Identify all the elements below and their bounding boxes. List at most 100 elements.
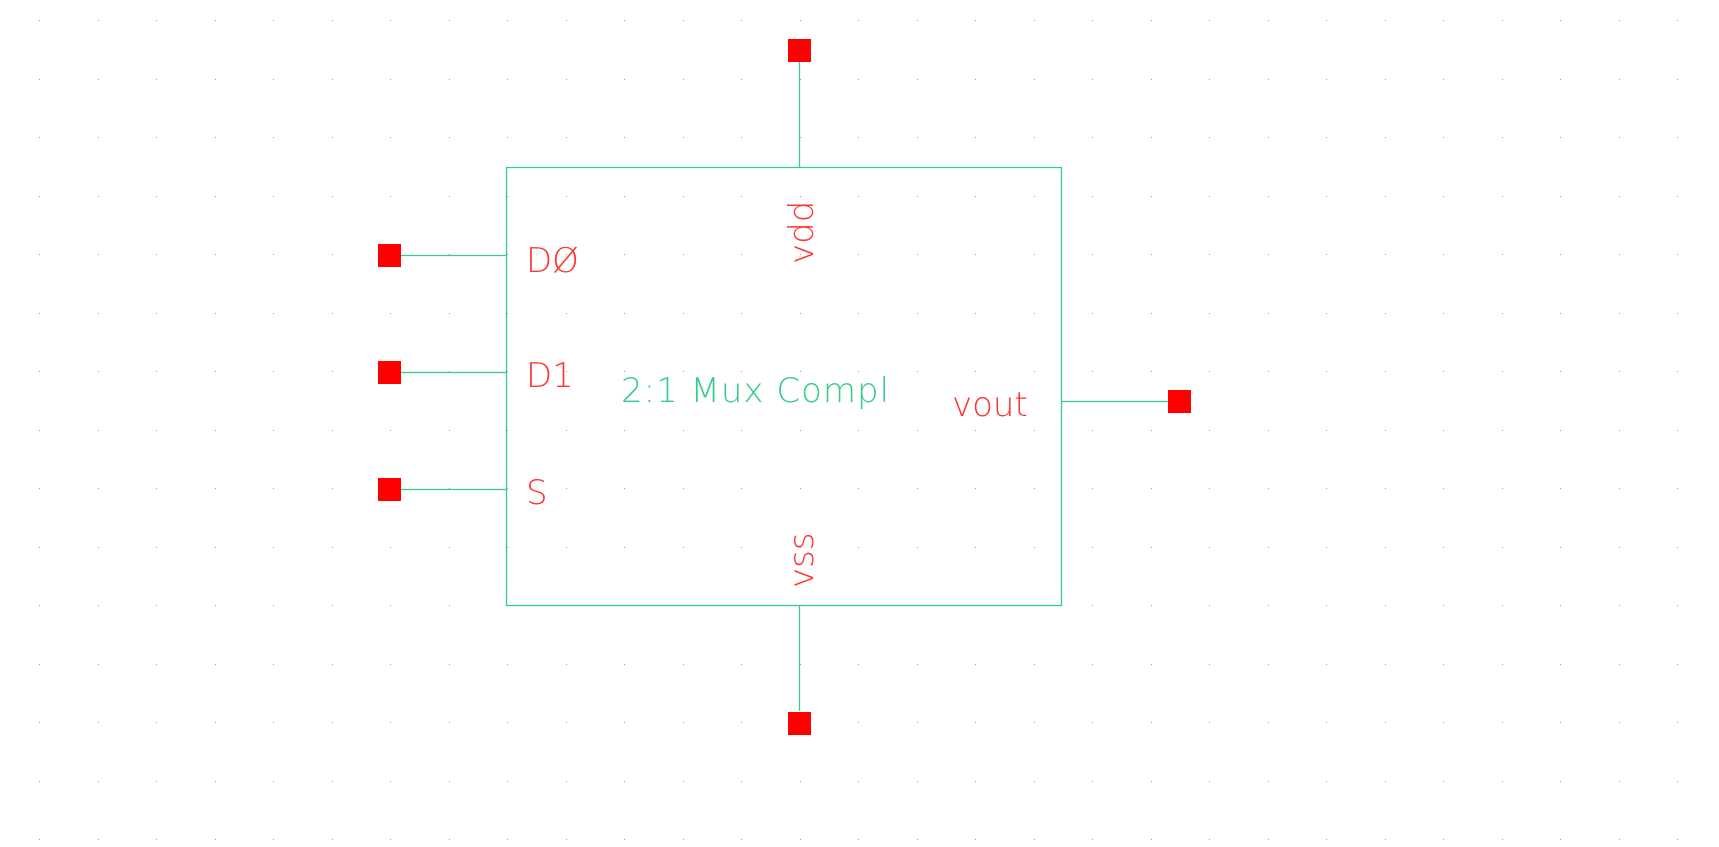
grid-dot [1677,781,1678,782]
grid-dot [273,605,274,606]
pin-label-vdd: vdd [782,201,822,264]
grid-dot [1151,430,1152,431]
grid-dot [1151,371,1152,372]
pin-s-terminal[interactable] [378,478,401,501]
grid-dot [1560,664,1561,665]
grid-dot [156,605,157,606]
grid-dot [39,839,40,840]
grid-dot [273,196,274,197]
grid-dot [273,488,274,489]
grid-dot [98,664,99,665]
grid-dot [1502,547,1503,548]
grid-dot [1560,722,1561,723]
grid-dot [624,196,625,197]
grid-dot [98,722,99,723]
grid-dot [390,664,391,665]
grid-dot [332,430,333,431]
grid-dot [1209,664,1210,665]
grid-dot [1092,313,1093,314]
grid-dot [741,196,742,197]
grid-dot [800,254,801,255]
symbol-body[interactable] [505,166,1063,607]
grid-dot [98,839,99,840]
grid-dot [1151,722,1152,723]
grid-dot [917,196,918,197]
grid-dot [215,20,216,21]
grid-dot [1209,79,1210,80]
grid-dot [1443,430,1444,431]
grid-dot [566,839,567,840]
grid-dot [858,254,859,255]
grid-dot [39,547,40,548]
pin-vout-terminal[interactable] [1168,390,1191,413]
pin-vdd-terminal[interactable] [788,39,811,62]
grid-dot [917,781,918,782]
grid-dot [624,488,625,489]
grid-dot [1443,605,1444,606]
background-grid [39,20,1678,840]
grid-dot [507,79,508,80]
grid-dot [566,137,567,138]
grid-dot [917,547,918,548]
grid-dot [741,313,742,314]
grid-dot [1151,313,1152,314]
grid-dot [1502,20,1503,21]
grid-dot [39,781,40,782]
grid-dot [449,488,450,489]
grid-dot [332,722,333,723]
pin-d0-terminal[interactable] [378,244,401,267]
grid-dot [1560,430,1561,431]
grid-dot [566,20,567,21]
grid-dot [449,781,450,782]
grid-dot [683,430,684,431]
grid-dot [98,79,99,80]
grid-dot [1502,313,1503,314]
grid-dot [800,196,801,197]
grid-dot [975,722,976,723]
grid-dot [1560,371,1561,372]
grid-dot [1092,722,1093,723]
grid-dot [1560,781,1561,782]
grid-dot [858,196,859,197]
grid-dot [1151,605,1152,606]
grid-dot [39,20,40,21]
grid-dot [1326,20,1327,21]
grid-dot [741,488,742,489]
grid-dot [1619,313,1620,314]
grid-dot [215,781,216,782]
grid-dot [1443,781,1444,782]
grid-dot [975,488,976,489]
grid-dot [1268,196,1269,197]
grid-dot [800,664,801,665]
grid-dot [390,313,391,314]
grid-dot [507,547,508,548]
grid-dot [975,664,976,665]
grid-dot [858,137,859,138]
grid-dot [624,664,625,665]
grid-dot [215,254,216,255]
grid-dot [741,722,742,723]
grid-dot [858,430,859,431]
pin-d1-terminal[interactable] [378,361,401,384]
grid-dot [858,781,859,782]
grid-dot [1034,196,1035,197]
grid-dot [1268,722,1269,723]
grid-dot [566,664,567,665]
pin-vss-terminal[interactable] [788,712,811,735]
grid-dot [332,839,333,840]
grid-dot [215,605,216,606]
grid-dot [1443,20,1444,21]
grid-dot [1209,605,1210,606]
grid-dot [1619,430,1620,431]
grid-dot [449,722,450,723]
grid-dot [1502,488,1503,489]
grid-dot [332,196,333,197]
grid-dot [1326,547,1327,548]
grid-dot [800,313,801,314]
grid-dot [98,313,99,314]
grid-dot [683,722,684,723]
grid-dot [683,839,684,840]
grid-dot [1034,313,1035,314]
grid-dot [1560,839,1561,840]
